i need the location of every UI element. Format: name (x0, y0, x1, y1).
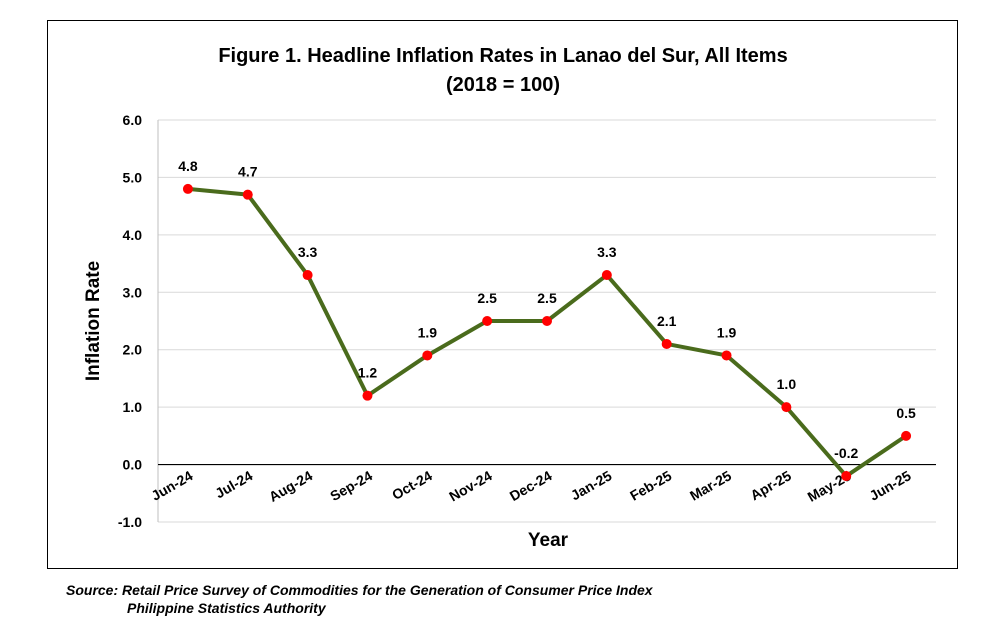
y-tick-label: -1.0 (118, 514, 142, 530)
data-label: 1.2 (358, 365, 378, 381)
series-line (187, 186, 908, 479)
x-tick-label: Mar-25 (687, 467, 734, 504)
y-axis-title: Inflation Rate (83, 261, 104, 381)
chart-title: Figure 1. Headline Inflation Rates in La… (218, 45, 787, 67)
data-point (661, 338, 672, 349)
data-label: 1.9 (717, 324, 737, 340)
data-label: 3.3 (597, 244, 617, 260)
data-label: 2.5 (477, 290, 497, 306)
data-point (901, 430, 912, 441)
data-point (542, 316, 552, 326)
data-point (302, 270, 313, 281)
data-label: 3.3 (298, 244, 318, 260)
x-tick-label: Aug-24 (266, 467, 315, 505)
y-tick-label: 5.0 (123, 169, 143, 185)
data-point (182, 183, 193, 194)
x-axis-title: Year (528, 530, 569, 551)
data-point (721, 350, 732, 361)
x-tick-label: Jan-25 (568, 467, 615, 503)
x-tick-label: Apr-25 (747, 467, 794, 503)
data-point (242, 189, 253, 200)
x-tick-label: Sep-24 (327, 467, 375, 504)
y-tick-label: 4.0 (123, 227, 143, 243)
data-point (841, 471, 852, 482)
data-point (362, 390, 373, 401)
data-label: 4.7 (238, 164, 258, 180)
data-point (422, 350, 433, 361)
data-label: 0.5 (896, 405, 916, 421)
data-label: 1.0 (777, 376, 797, 392)
x-tick-label: Feb-25 (627, 467, 674, 504)
x-tick-label: Jul-24 (212, 467, 255, 501)
y-tick-label: 3.0 (123, 284, 143, 300)
data-point (601, 270, 612, 281)
y-tick-label: 2.0 (123, 342, 143, 358)
x-tick-label: Jun-25 (866, 467, 913, 504)
data-label: 2.5 (537, 290, 557, 306)
y-tick-label: 6.0 (123, 112, 143, 128)
x-tick-label: Oct-24 (389, 467, 435, 503)
source-note: Source: Retail Price Survey of Commoditi… (66, 582, 653, 598)
data-label: 4.8 (178, 158, 198, 174)
data-point (781, 402, 792, 413)
chart-frame (47, 20, 958, 569)
data-label: 1.9 (418, 324, 438, 340)
x-tick-label: Jun-24 (148, 467, 195, 504)
data-label: 2.1 (657, 313, 677, 329)
data-point (482, 316, 493, 326)
source-agency: Philippine Statistics Authority (127, 600, 326, 616)
y-tick-label: 1.0 (123, 399, 143, 415)
x-tick-label: Nov-24 (446, 467, 495, 504)
data-label: -0.2 (834, 445, 858, 461)
x-tick-label: Dec-24 (507, 467, 555, 504)
chart-subtitle: (2018 = 100) (446, 74, 560, 96)
y-tick-label: 0.0 (123, 457, 143, 473)
